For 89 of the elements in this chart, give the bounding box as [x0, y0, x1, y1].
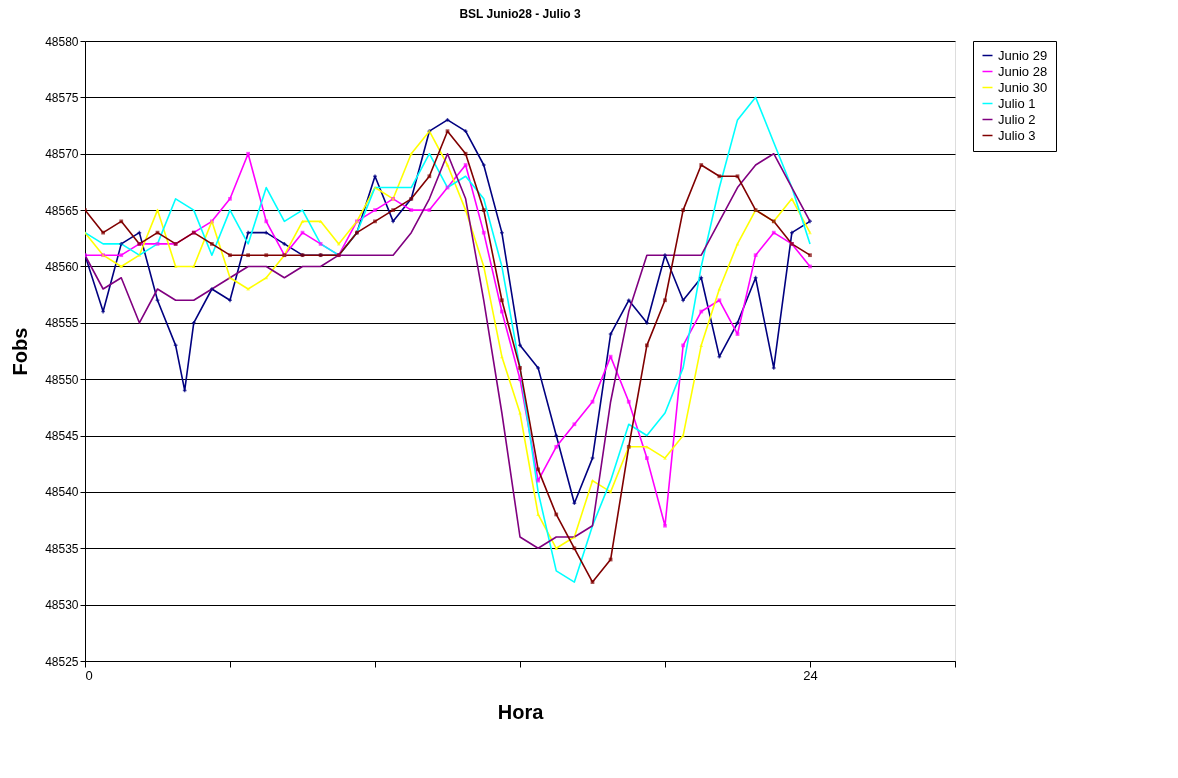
- point: [210, 242, 214, 246]
- point: [264, 219, 269, 224]
- point: [808, 219, 812, 224]
- point: [191, 264, 196, 269]
- point: [228, 196, 232, 201]
- point: [173, 264, 178, 269]
- point: [481, 230, 486, 235]
- point: [771, 366, 776, 370]
- point: [481, 163, 486, 167]
- y-tick-label: 48545: [45, 429, 79, 444]
- point: [699, 163, 704, 167]
- point: [771, 230, 776, 235]
- point: [572, 535, 577, 539]
- point: [645, 343, 649, 348]
- point: [228, 253, 232, 258]
- point: [500, 230, 504, 235]
- point: [536, 512, 540, 517]
- legend-label: Junio 28: [998, 63, 1048, 79]
- point: [246, 230, 250, 235]
- point: [409, 208, 414, 212]
- point: [536, 366, 540, 370]
- y-tick-label: 48530: [45, 598, 79, 613]
- point: [536, 478, 540, 483]
- y-tick-label: 48525: [45, 654, 79, 669]
- point: [790, 230, 794, 235]
- point: [101, 230, 105, 235]
- point: [246, 151, 250, 156]
- point: [663, 523, 667, 528]
- y-tick-label: 48535: [45, 541, 79, 556]
- x-tick-label: 0: [85, 667, 93, 683]
- point: [119, 264, 124, 269]
- point: [735, 242, 740, 246]
- point: [663, 456, 667, 460]
- legend-label: Junio 30: [998, 79, 1048, 95]
- y-tick-label: 48540: [45, 485, 79, 500]
- point: [318, 219, 323, 223]
- point: [608, 490, 613, 494]
- point: [137, 253, 142, 257]
- point: [681, 343, 685, 348]
- point: [264, 253, 269, 258]
- point: [445, 163, 450, 167]
- legend-label: Julio 1: [998, 95, 1036, 111]
- y-tick-label: 48580: [45, 34, 79, 49]
- point: [518, 411, 522, 415]
- y-axis-title: Fobs: [9, 327, 32, 376]
- point: [518, 377, 522, 382]
- legend-label: Junio 29: [998, 47, 1048, 63]
- point: [119, 253, 124, 258]
- x-axis-title: Hora: [497, 700, 545, 723]
- point: [554, 444, 559, 449]
- point: [246, 253, 250, 258]
- point: [336, 242, 341, 246]
- y-tick-label: 48555: [45, 316, 79, 331]
- point: [518, 343, 522, 348]
- point: [717, 287, 722, 291]
- point: [681, 298, 685, 303]
- y-tick-label: 48565: [45, 203, 79, 218]
- point: [119, 219, 124, 224]
- point: [481, 208, 486, 212]
- y-tick-label: 48550: [45, 372, 79, 387]
- point: [681, 208, 685, 212]
- point: [119, 242, 124, 246]
- point: [373, 208, 377, 212]
- point: [481, 264, 486, 269]
- point: [663, 298, 667, 303]
- point: [645, 456, 649, 460]
- point: [699, 343, 704, 347]
- point: [518, 366, 522, 370]
- point: [500, 298, 504, 303]
- x-tick-label: 24: [803, 667, 818, 683]
- legend-label: Julio 3: [998, 127, 1036, 143]
- point: [391, 219, 395, 224]
- point: [210, 287, 214, 291]
- point: [536, 467, 540, 472]
- legend-label: Julio 2: [998, 111, 1036, 127]
- point: [463, 208, 468, 212]
- chart-title: BSL Junio28 - Julio 3: [459, 7, 581, 21]
- point: [246, 287, 250, 291]
- y-tick-label: 48570: [45, 147, 79, 162]
- y-tick-label: 48575: [45, 90, 79, 105]
- point: [300, 219, 305, 223]
- point: [228, 298, 232, 303]
- point: [191, 320, 196, 325]
- point: [155, 208, 160, 212]
- point: [626, 399, 631, 404]
- y-tick-label: 48560: [45, 259, 79, 274]
- point: [373, 219, 377, 224]
- point: [808, 253, 812, 258]
- point: [391, 208, 395, 212]
